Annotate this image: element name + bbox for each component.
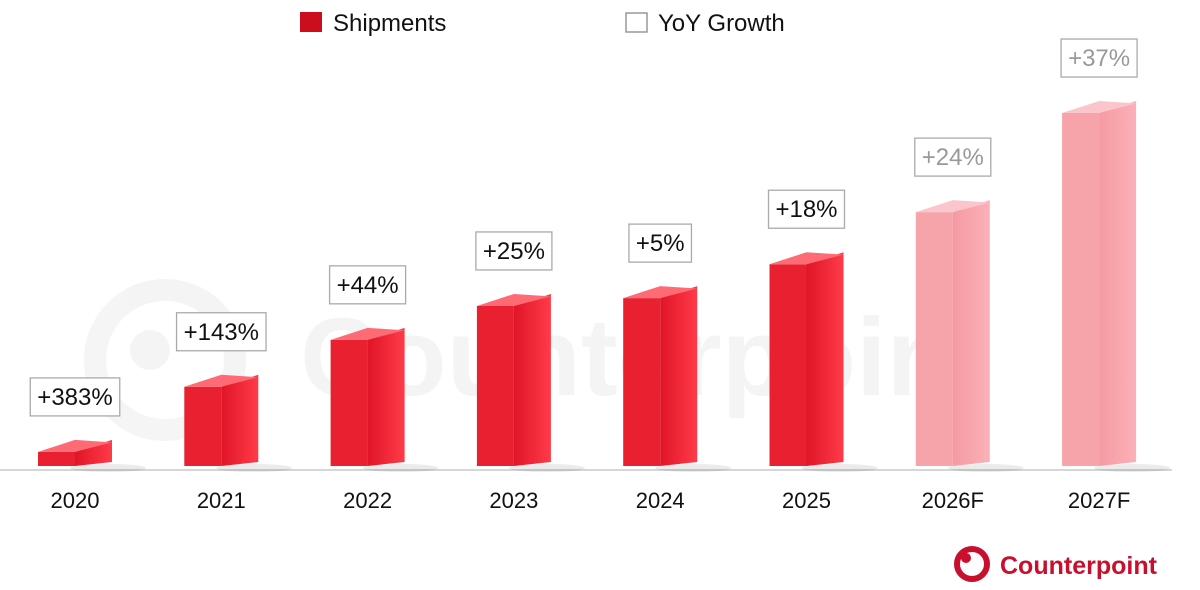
bar-side-face	[806, 252, 844, 466]
yoy-label-box	[767, 189, 846, 229]
yoy-label-2025: +18%	[775, 196, 837, 223]
legend-swatch-yoy-growth	[625, 12, 648, 33]
brand-logo: Counterpoint	[954, 546, 1158, 582]
bar-2021	[184, 374, 259, 466]
bar-top-face	[915, 200, 990, 213]
bar-side-face	[952, 200, 990, 466]
bar-side-face	[1099, 101, 1137, 466]
bar-2025	[769, 252, 844, 466]
bar-front-face	[623, 298, 661, 466]
yoy-label-box	[29, 377, 121, 417]
bar-shadow	[70, 464, 146, 472]
x-tick-label-2020: 2020	[51, 488, 100, 513]
bar-front-face	[38, 451, 75, 466]
bar-top-face	[623, 286, 698, 299]
bar-side-face	[660, 286, 698, 466]
bar-top-face	[769, 252, 844, 265]
bar-2027f	[1062, 101, 1137, 466]
yoy-label-box	[475, 231, 553, 271]
bars-group: +383% 2020 +143% 2021 +44% 2022 +25% 2023 +5% 202…	[29, 38, 1171, 513]
bar-side-face	[513, 293, 551, 466]
yoy-label-2026f: +24%	[922, 144, 984, 171]
bar-top-face	[38, 439, 112, 452]
yoy-label-2020: +383%	[37, 384, 112, 411]
bar-shadow	[655, 464, 732, 472]
bar-2023	[476, 293, 551, 466]
legend-label-shipments: Shipments	[333, 10, 446, 37]
x-tick-label-2027f: 2027F	[1068, 488, 1130, 513]
bar-shadow	[508, 464, 585, 472]
legend-swatch-shipments	[300, 12, 322, 32]
bar-top-face	[330, 327, 405, 340]
x-tick-label-2024: 2024	[636, 488, 685, 513]
bar-side-face	[221, 374, 259, 466]
bar-side-face	[75, 439, 112, 466]
yoy-label-box	[914, 137, 992, 177]
brand-logo-text: Counterpoint	[1000, 552, 1158, 580]
bar-shadow	[1094, 464, 1171, 472]
x-tick-label-2026f: 2026F	[922, 488, 984, 513]
brand-logo-icon	[954, 546, 990, 582]
bar-top-face	[476, 293, 551, 306]
yoy-label-2021: +143%	[184, 319, 259, 346]
bar-side-face	[367, 327, 405, 466]
yoy-label-2027f: +37%	[1068, 45, 1130, 72]
legend: Shipments YoY Growth	[300, 10, 785, 37]
yoy-label-2023: +25%	[483, 238, 545, 265]
bar-shadow	[947, 464, 1024, 472]
bar-2020	[38, 439, 112, 466]
x-tick-label-2025: 2025	[782, 488, 831, 513]
yoy-label-box	[628, 223, 693, 263]
x-tick-label-2021: 2021	[197, 488, 246, 513]
x-tick-label-2022: 2022	[343, 488, 392, 513]
yoy-label-2024: +5%	[636, 230, 685, 257]
bar-top-face	[184, 374, 259, 387]
yoy-label-box	[175, 312, 267, 352]
bar-2024	[623, 286, 698, 466]
bar-2022	[330, 327, 405, 466]
yoy-label-box	[1060, 38, 1138, 78]
bar-front-face	[184, 386, 222, 466]
bar-front-face	[330, 339, 368, 466]
bar-shadow	[801, 464, 878, 472]
bar-front-face	[769, 264, 807, 466]
bar-front-face	[476, 305, 514, 466]
yoy-label-box	[328, 265, 407, 305]
legend-label-yoy-growth: YoY Growth	[658, 10, 785, 37]
bar-top-face	[1062, 101, 1137, 114]
bar-front-face	[1062, 113, 1100, 466]
bar-front-face	[915, 212, 953, 466]
yoy-label-2022: +44%	[337, 272, 399, 299]
bar-shadow	[362, 464, 439, 472]
x-tick-label-2023: 2023	[489, 488, 538, 513]
bar-2026f	[915, 200, 990, 466]
bar-shadow	[216, 464, 293, 472]
